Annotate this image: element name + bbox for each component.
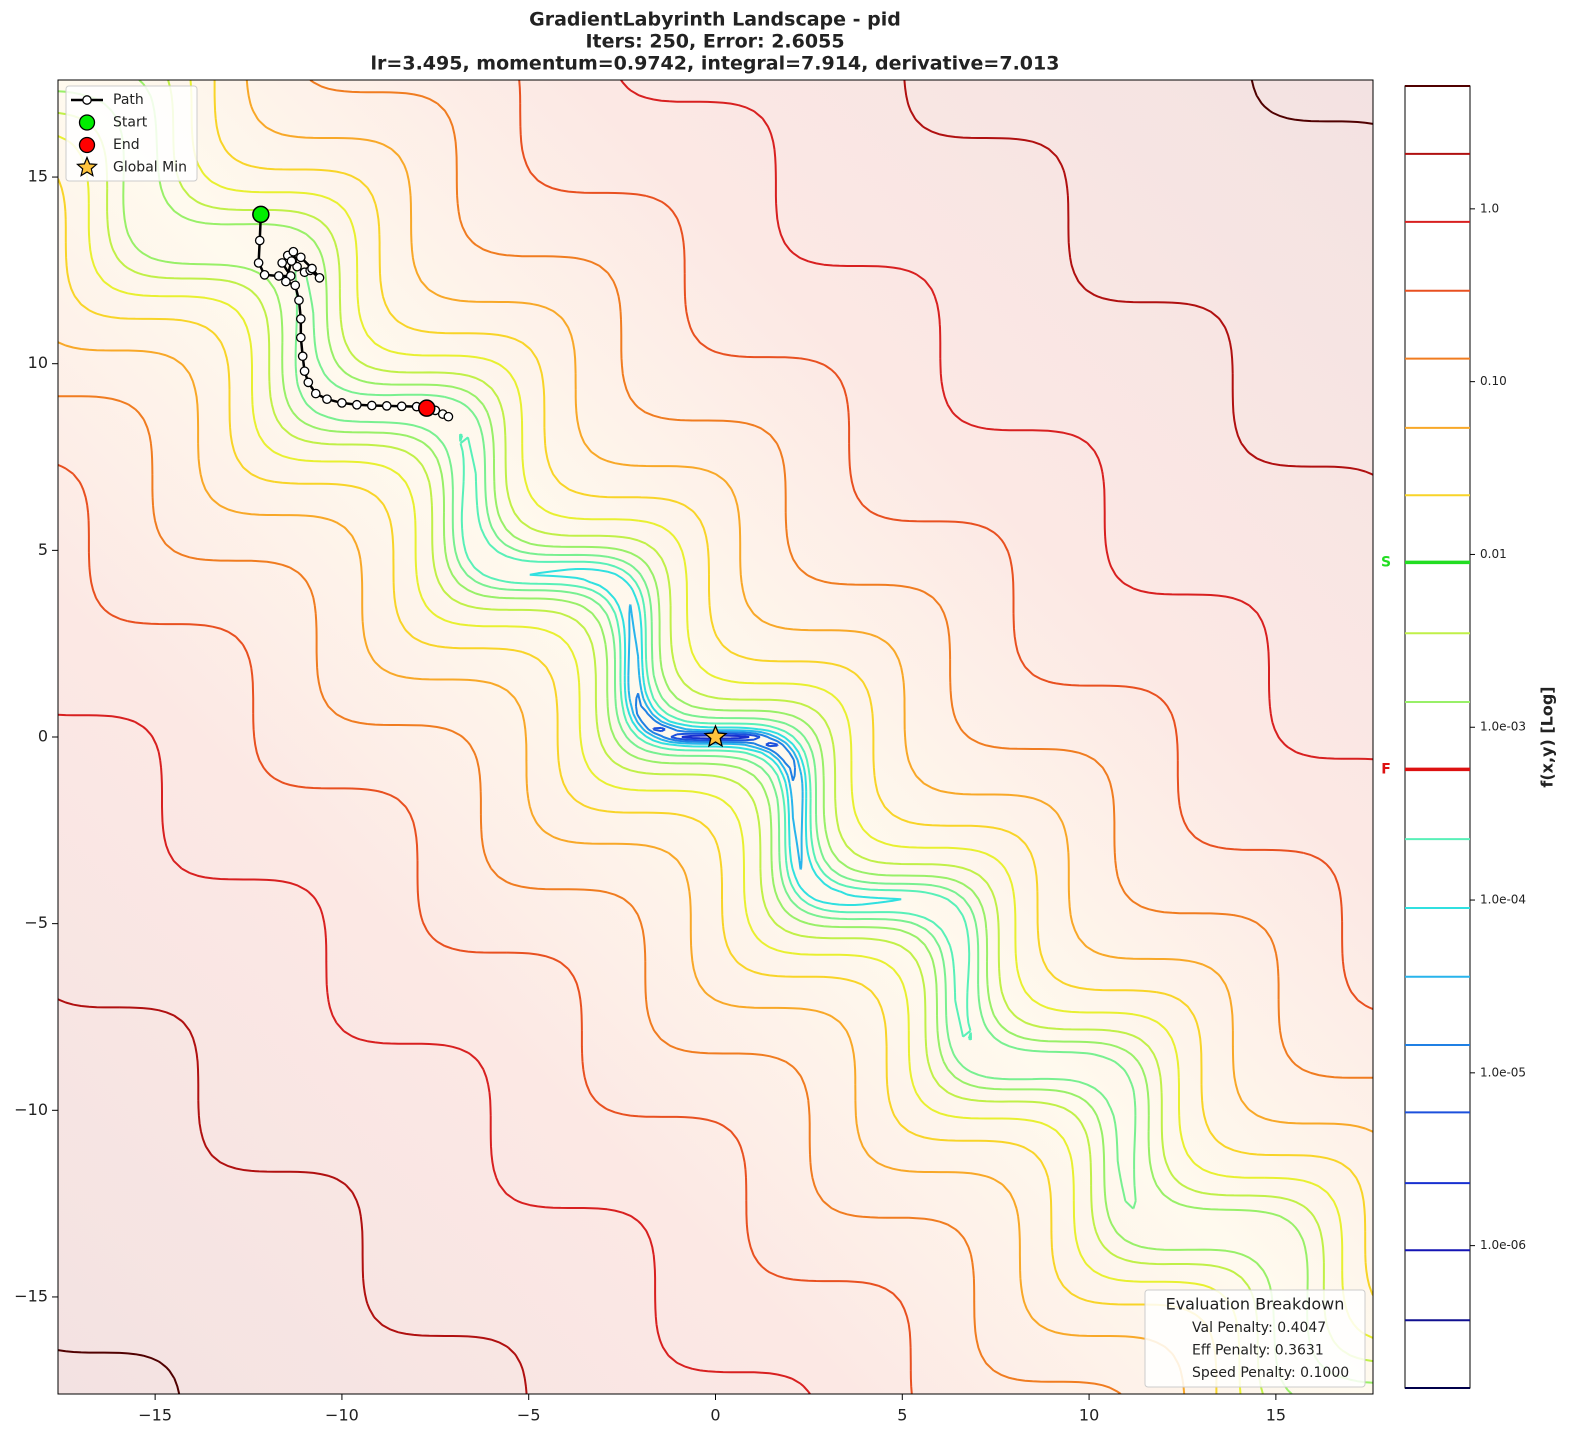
contour-line [58, 80, 1373, 1394]
path-point [259, 270, 270, 280]
legend-label: End [113, 137, 140, 153]
legend-label: Start [113, 115, 148, 131]
colorbar-tick-label: 0.01 [1480, 547, 1507, 561]
x-tick-label: −5 [517, 1406, 541, 1425]
path-point [337, 398, 347, 408]
path-point [288, 246, 299, 257]
contour-line [58, 80, 1373, 1394]
y-tick-label: −10 [14, 1100, 48, 1119]
x-tick-label: 10 [1079, 1406, 1099, 1425]
colorbar-tick-label: 1.0e-03 [1480, 720, 1526, 734]
path-point [307, 263, 317, 274]
annotation-line: Speed Penalty: 0.1000 [1192, 1365, 1349, 1381]
path-point [295, 332, 306, 343]
y-tick-label: 10 [28, 353, 48, 372]
colorbar-flag-label: F [1381, 761, 1391, 777]
colorbar-label: f(x,y) [Log] [1538, 686, 1557, 787]
path-point [443, 411, 454, 422]
contour-line [635, 692, 796, 782]
path-point [292, 261, 302, 272]
contour-line [58, 80, 1373, 1394]
path-point [303, 377, 314, 388]
path-point [352, 399, 362, 410]
annotation-title: Evaluation Breakdown [1166, 1295, 1345, 1314]
contour-line [58, 80, 1373, 1394]
colorbar-tick-label: 1.0e-05 [1480, 1065, 1526, 1079]
chart-subtitle: Iters: 250, Error: 2.6055 [585, 31, 844, 53]
path-point [254, 235, 265, 246]
annotation-box [1144, 1289, 1366, 1388]
contour-line [294, 264, 1137, 1210]
path-point [281, 276, 291, 287]
colorbar [1404, 85, 1471, 1389]
path-point [295, 252, 306, 263]
legend-label: Path [113, 92, 144, 108]
chart-subtitle: lr=3.495, momentum=0.9742, integral=7.91… [371, 53, 1060, 75]
marker [417, 399, 436, 417]
contour-line [459, 433, 972, 1041]
annotation-line: Val Penalty: 0.4047 [1192, 1320, 1326, 1336]
colorbar-tick-label: 0.10 [1480, 374, 1507, 388]
legend-box [65, 85, 198, 182]
y-tick-label: −15 [14, 1286, 48, 1305]
legend-label: Global Min [113, 160, 187, 176]
legend-swatch [78, 136, 96, 154]
contour-line [58, 80, 1373, 1394]
plot-layer: −15 −10 −5 0 5 10 15 −15 −10 −5 0 5 10 15 Path Start End… [14, 79, 1557, 1425]
colorbar-tick-label: 1.0e-06 [1480, 1238, 1526, 1252]
contour-line [58, 80, 1373, 1394]
path-point [277, 258, 287, 268]
path-point [286, 256, 297, 266]
path-point [314, 272, 325, 283]
colorbar-tick-label: 1.0 [1480, 201, 1499, 215]
path-point [310, 388, 321, 399]
path-point [381, 401, 392, 411]
colorbar-tick-label: 1.0e-04 [1480, 893, 1526, 907]
path-point [299, 366, 310, 377]
chart-title: GradientLabyrinth Landscape - pid [529, 9, 901, 31]
path-point [295, 314, 306, 324]
annotation-line: Eff Penalty: 0.3631 [1192, 1343, 1324, 1359]
path-point [294, 295, 304, 306]
marker [252, 205, 270, 224]
x-tick-label: 5 [897, 1406, 907, 1425]
path-point [322, 394, 332, 405]
marker [703, 724, 728, 748]
y-tick-label: 0 [38, 727, 48, 746]
colorbar-flag-label: S [1381, 554, 1391, 570]
path-point [290, 280, 301, 291]
x-tick-label: 15 [1266, 1406, 1286, 1425]
contour-line [529, 568, 902, 906]
y-tick-label: 15 [28, 167, 48, 186]
path-point [253, 258, 264, 268]
legend-swatch [76, 155, 98, 177]
path-point [273, 271, 284, 281]
contour-line [627, 604, 804, 870]
legend-swatch [78, 114, 96, 131]
y-tick-label: 5 [38, 540, 48, 559]
contour-line [58, 80, 1373, 1394]
path-point [366, 400, 377, 411]
contour-line [58, 80, 1373, 1394]
legend-swatch [82, 95, 92, 105]
x-tick-label: −10 [325, 1406, 359, 1425]
x-tick-label: 0 [710, 1406, 720, 1425]
x-tick-label: −15 [138, 1406, 172, 1425]
path-point [297, 351, 308, 362]
y-tick-label: −5 [24, 913, 48, 932]
path-point [396, 401, 407, 412]
contour-line [58, 80, 1373, 1394]
